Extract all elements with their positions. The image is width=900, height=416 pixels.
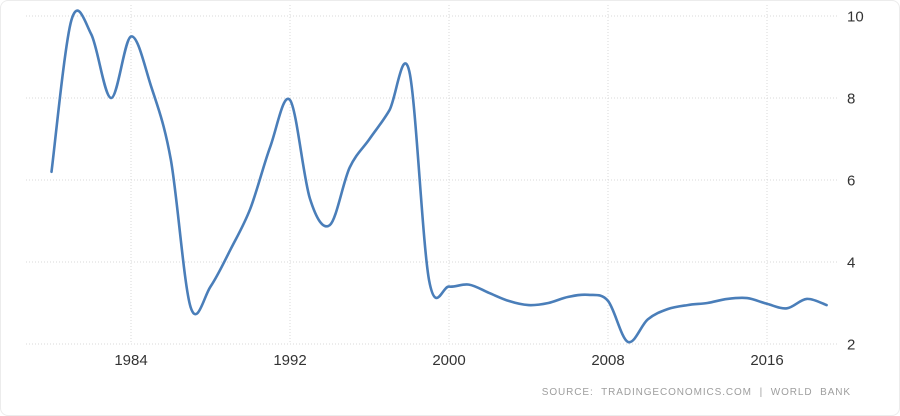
y-tick-label: 10 [847,9,864,26]
source-attribution: SOURCE: TRADINGECONOMICS.COM | WORLD BAN… [542,387,851,398]
y-tick-label: 8 [847,91,855,108]
x-tick-label: 2000 [432,352,465,369]
source-text: SOURCE: TRADINGECONOMICS.COM | WORLD BAN… [541,387,851,398]
y-tick-label: 2 [847,337,855,354]
y-tick-label: 6 [847,173,855,190]
y-tick-label: 4 [847,255,855,272]
series-line[interactable] [50,9,828,344]
x-tick-label: 1984 [114,352,147,369]
x-tick-label: 1992 [273,352,306,369]
x-tick-label: 2016 [750,352,783,369]
x-tick-label: 2008 [591,352,624,369]
